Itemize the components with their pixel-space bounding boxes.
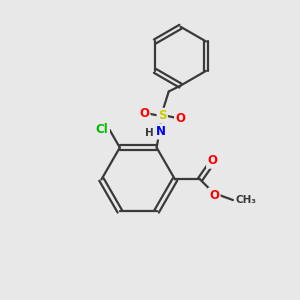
- Text: O: O: [139, 107, 149, 120]
- Text: CH₃: CH₃: [235, 195, 256, 205]
- Text: H: H: [146, 128, 154, 138]
- Text: O: O: [209, 189, 219, 202]
- Text: Cl: Cl: [96, 123, 109, 136]
- Text: O: O: [208, 154, 218, 167]
- Text: N: N: [156, 125, 166, 138]
- Text: S: S: [158, 109, 166, 122]
- Text: O: O: [176, 112, 185, 124]
